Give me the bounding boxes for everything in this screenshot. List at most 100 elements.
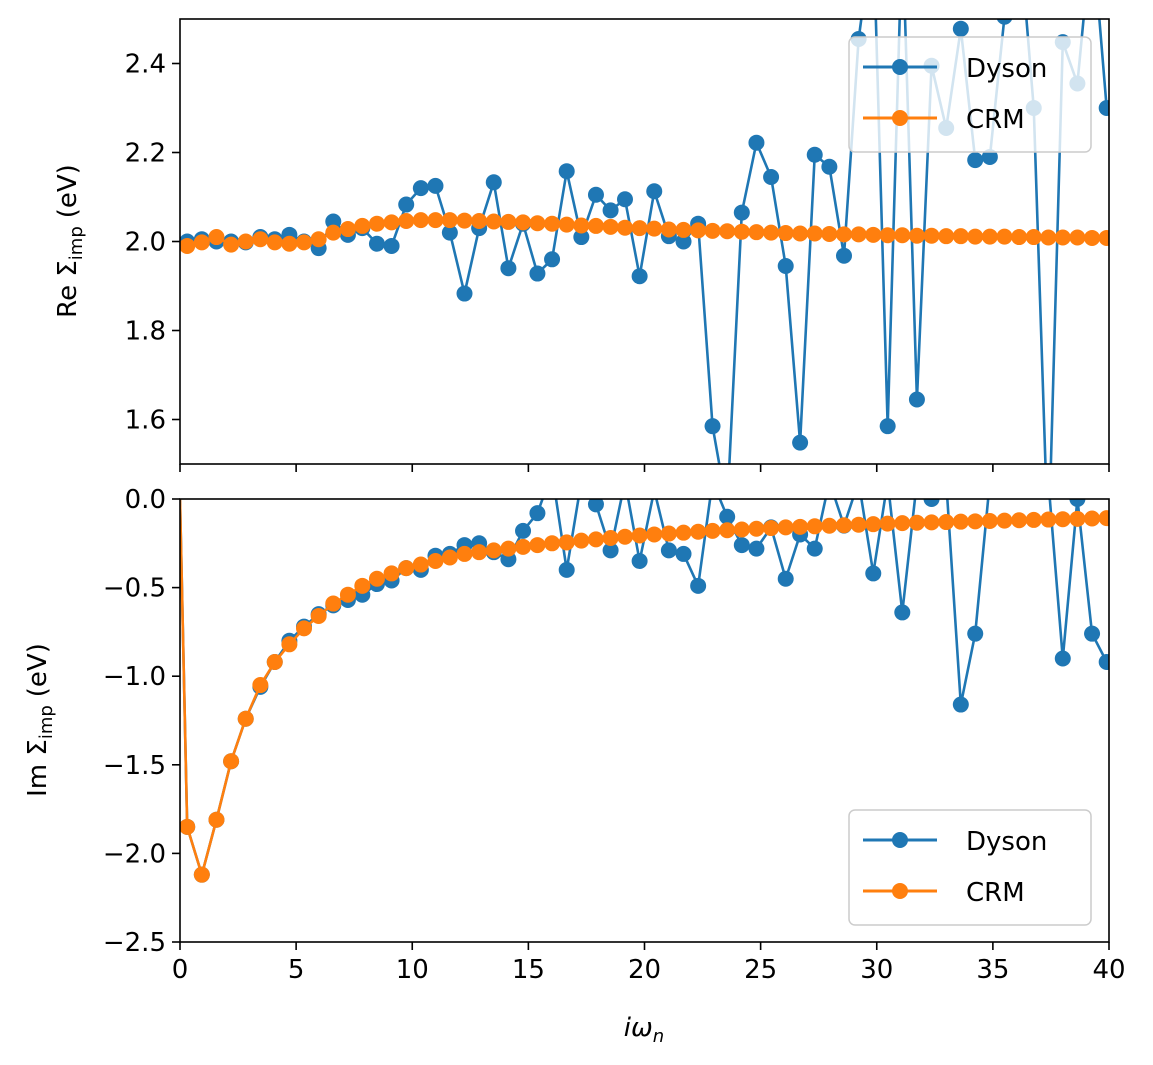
top-point-crm	[281, 235, 298, 252]
top-legend-entry-crm: CRM	[863, 105, 1025, 135]
bottom-point-crm	[616, 528, 633, 545]
bottom-point-dyson	[806, 540, 823, 557]
top-point-dyson	[412, 180, 429, 197]
top-y-axis-label: Re Σimp(eV)	[53, 164, 87, 318]
bottom-point-dyson	[587, 499, 604, 513]
bottom-x-tick-label: 0	[172, 955, 189, 985]
bottom-point-crm	[792, 518, 809, 535]
top-y-tick-label: 1.6	[125, 406, 166, 436]
bottom-point-crm	[602, 529, 619, 546]
top-point-crm	[806, 225, 823, 242]
bottom-point-crm	[515, 538, 532, 555]
bottom-point-dyson	[938, 473, 954, 489]
bottom-point-crm	[193, 866, 210, 883]
top-point-crm	[587, 217, 604, 234]
bottom-point-crm	[646, 526, 663, 543]
top-point-crm	[1011, 229, 1028, 246]
bottom-point-crm	[339, 586, 356, 603]
top-point-crm	[441, 212, 458, 229]
bottom-legend-label-crm: CRM	[966, 878, 1025, 908]
bottom-point-crm	[296, 620, 313, 637]
bottom-point-crm	[690, 523, 707, 540]
bottom-point-crm	[544, 535, 561, 552]
bottom-x-tick-label: 35	[976, 955, 1009, 985]
bottom-panel: 0 5 10 15 20 25 30 35 40−2.5−2.0−1.5−1.0−0.50.0 …	[23, 473, 1126, 1047]
bottom-x-tick-label: 20	[628, 955, 661, 985]
bottom-point-crm	[894, 515, 911, 532]
top-y-tick-label: 2.0	[125, 228, 166, 258]
top-point-dyson	[996, 19, 1013, 25]
bottom-point-crm	[1025, 511, 1042, 528]
top-point-crm	[821, 225, 838, 242]
top-point-dyson	[733, 204, 750, 221]
top-point-dyson	[792, 434, 809, 451]
bottom-point-crm	[180, 818, 196, 835]
top-legend[interactable]: Dyson CRM	[848, 36, 1092, 153]
top-point-crm	[573, 217, 590, 234]
bottom-x-tick-label: 30	[860, 955, 893, 985]
bottom-point-dyson	[617, 473, 633, 489]
top-point-crm	[180, 237, 196, 254]
top-point-crm	[923, 227, 940, 244]
bottom-point-crm	[558, 534, 575, 551]
top-point-dyson	[500, 260, 517, 277]
top-point-crm	[850, 226, 867, 243]
bottom-point-crm	[631, 527, 648, 544]
top-point-crm	[325, 224, 342, 241]
bottom-point-dyson	[851, 473, 867, 489]
bottom-legend-entry-dyson: Dyson	[863, 827, 1047, 857]
bottom-point-crm	[675, 524, 692, 541]
bottom-point-dyson	[733, 537, 750, 554]
top-point-dyson	[544, 251, 561, 268]
bottom-ticks: 0 5 10 15 20 25 30 35 40 −2.5 −2.0 −1.5 −1.0 −0.5 0.0	[103, 485, 1126, 985]
bottom-legend[interactable]: Dyson CRM	[848, 809, 1092, 926]
bottom-point-crm	[981, 512, 998, 529]
bottom-point-crm	[704, 522, 721, 539]
top-point-dyson	[777, 257, 794, 274]
bottom-point-dyson	[1069, 499, 1086, 507]
bottom-point-crm	[1040, 511, 1057, 528]
top-point-crm	[690, 222, 707, 239]
bottom-point-crm	[777, 519, 794, 536]
bottom-point-crm	[281, 636, 298, 653]
top-point-crm	[631, 220, 648, 237]
bottom-point-dyson	[558, 561, 575, 578]
bottom-point-crm	[660, 525, 677, 542]
top-point-dyson	[967, 152, 984, 169]
top-point-crm	[602, 218, 619, 235]
bottom-point-crm	[310, 607, 327, 624]
top-point-crm	[1040, 229, 1057, 246]
top-point-crm	[544, 215, 561, 232]
bottom-point-crm	[1084, 510, 1101, 527]
bottom-point-crm	[908, 514, 925, 531]
top-point-crm	[208, 229, 225, 246]
top-point-crm	[865, 226, 882, 243]
top-point-dyson	[879, 418, 896, 435]
top-point-crm	[515, 214, 532, 231]
bottom-point-crm	[354, 577, 371, 594]
top-point-dyson	[646, 183, 663, 200]
bottom-point-dyson	[515, 522, 532, 539]
top-point-crm	[748, 224, 765, 241]
top-point-crm	[1025, 229, 1042, 246]
bottom-point-crm	[996, 512, 1013, 529]
bottom-point-dyson	[1084, 625, 1101, 642]
bottom-legend-marker-crm	[892, 883, 908, 899]
top-y-tick-label: 2.2	[125, 139, 166, 169]
bottom-point-dyson	[909, 473, 925, 489]
bottom-point-crm	[266, 654, 283, 671]
bottom-point-dyson	[923, 499, 940, 507]
top-point-dyson	[631, 268, 648, 285]
bottom-y-tick-label: 0.0	[125, 485, 166, 515]
bottom-point-crm	[471, 544, 488, 561]
bottom-point-dyson	[894, 604, 911, 621]
top-point-crm	[368, 215, 385, 232]
top-plot-area	[180, 19, 1109, 464]
bottom-point-dyson	[967, 625, 984, 642]
bottom-point-crm	[879, 515, 896, 532]
top-point-crm	[763, 224, 780, 241]
top-point-dyson	[952, 20, 969, 37]
top-point-dyson	[806, 146, 823, 163]
bottom-point-dyson	[880, 473, 896, 489]
